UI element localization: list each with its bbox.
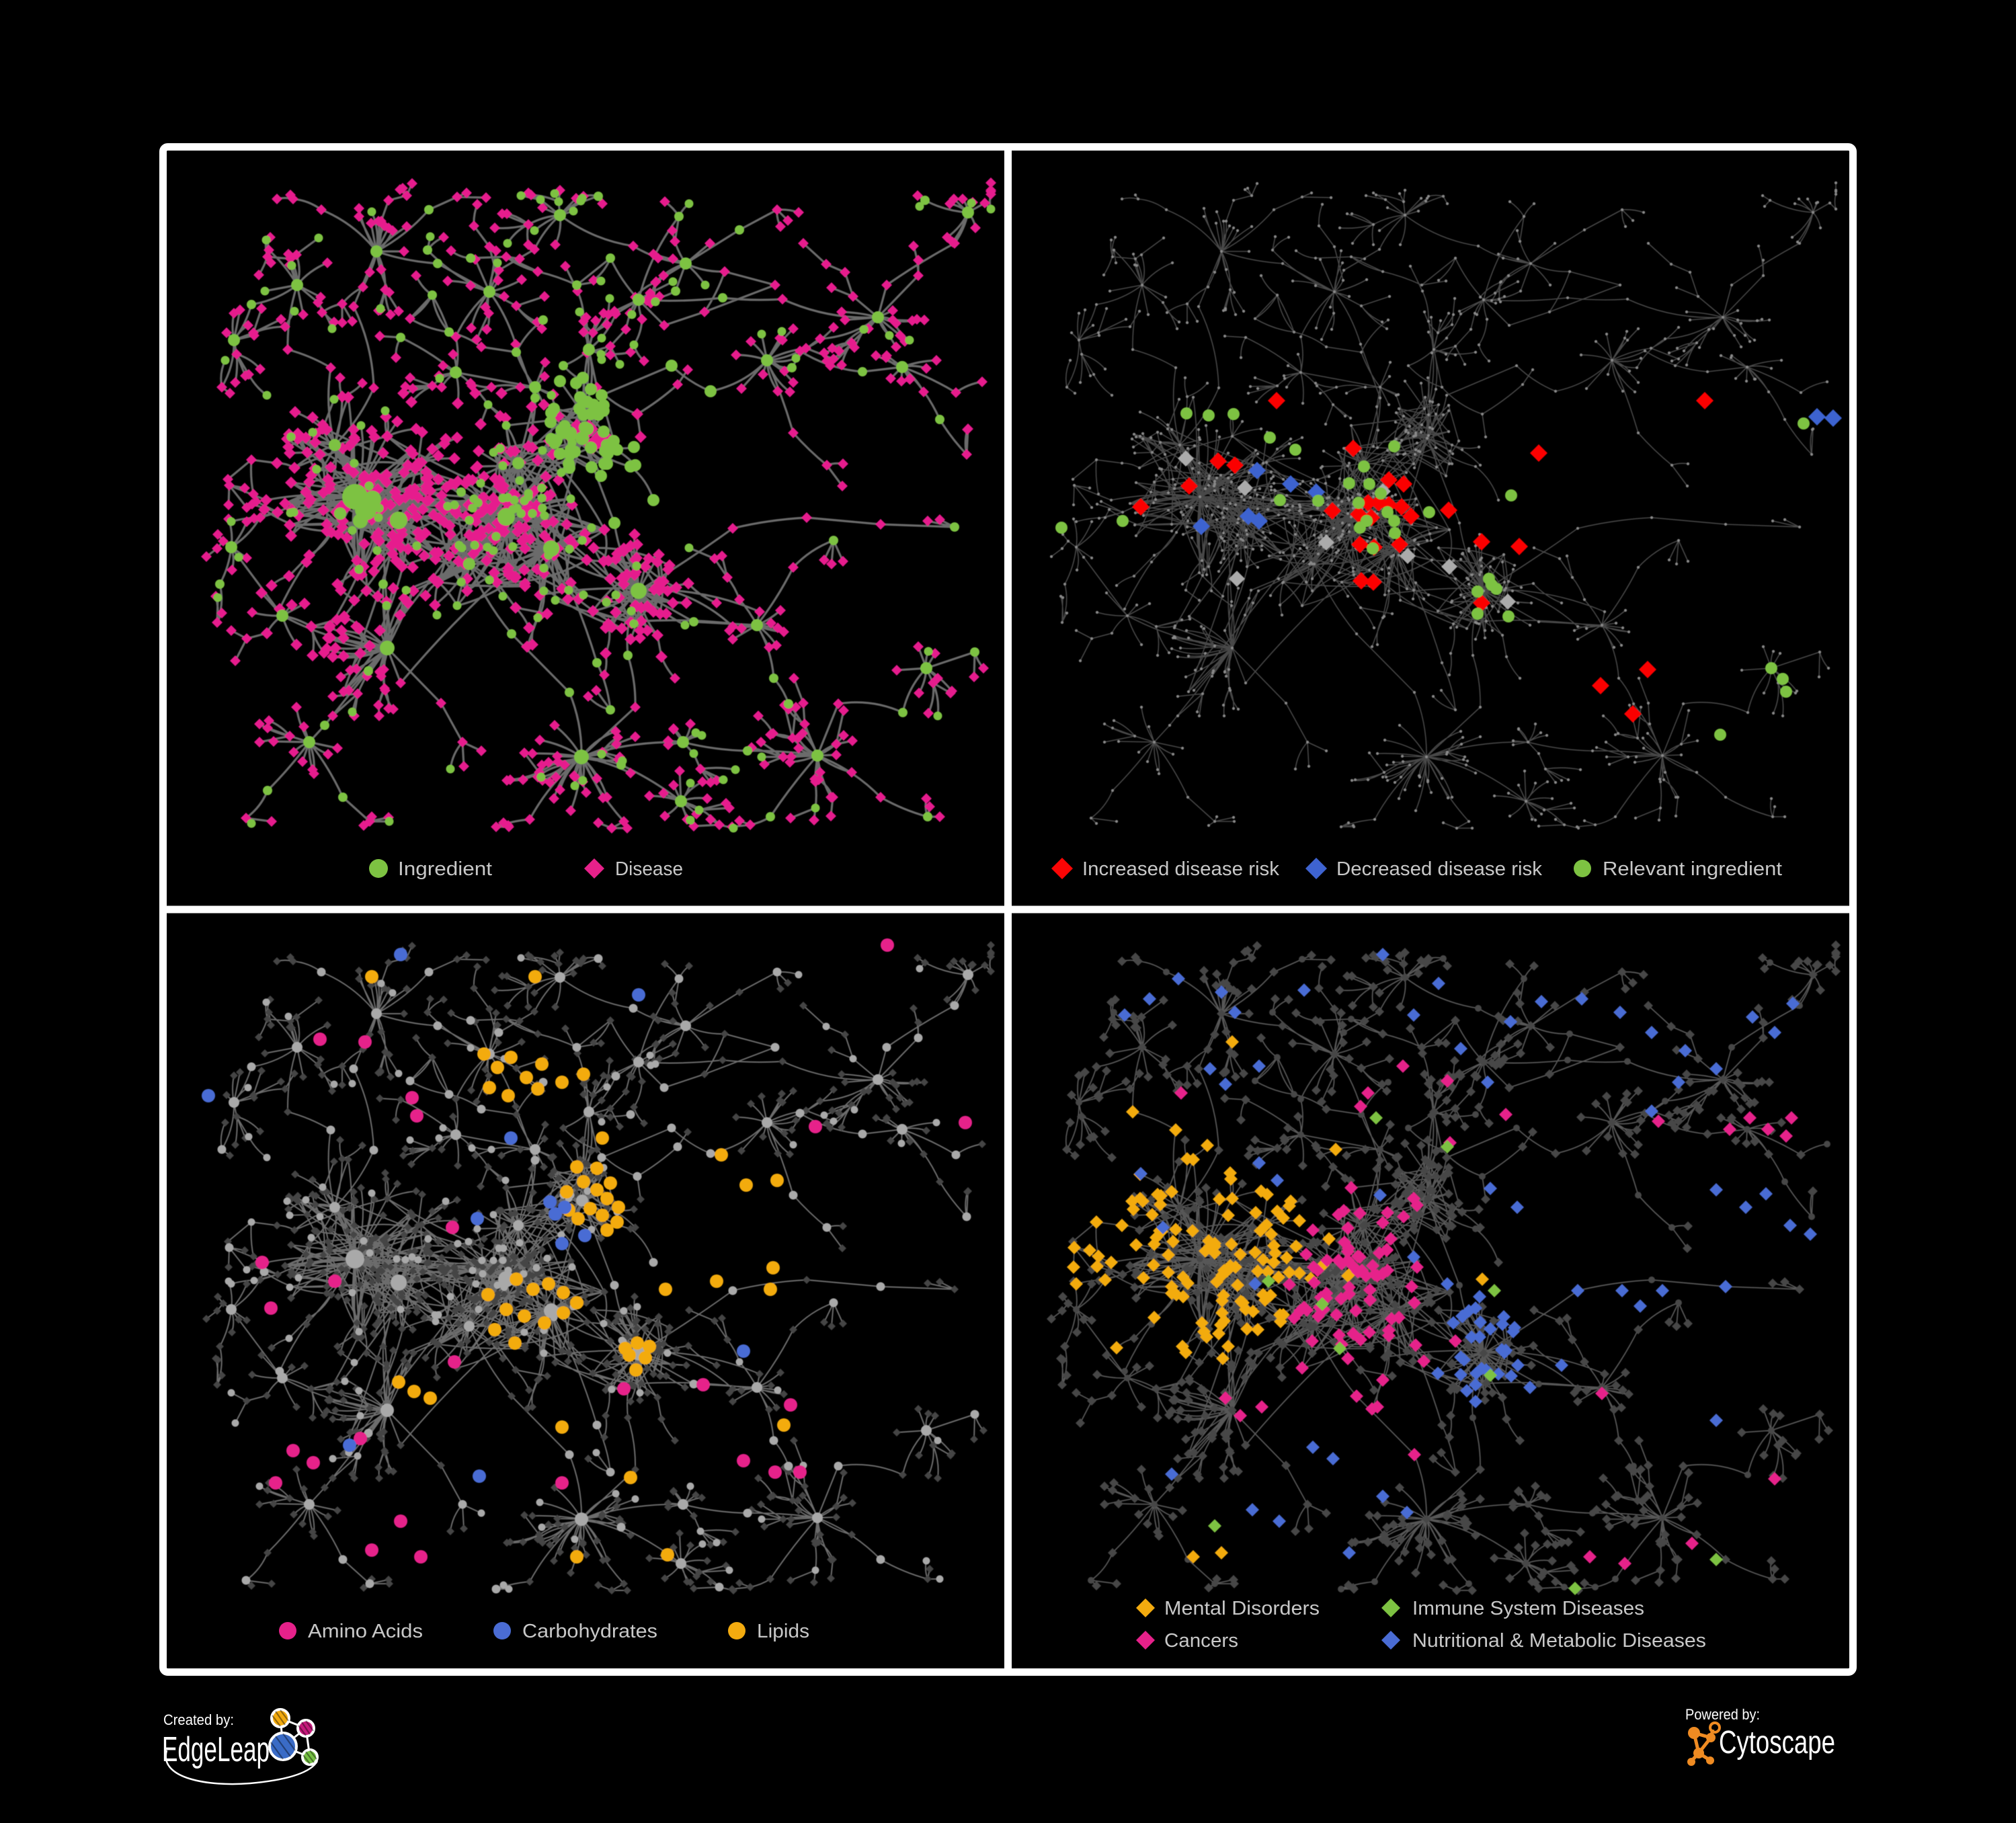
svg-text:EdgeLeap: EdgeLeap (162, 1730, 270, 1769)
svg-text:Lipids: Lipids (757, 1621, 809, 1642)
svg-text:Ingredient: Ingredient (398, 858, 492, 880)
svg-text:Relevant ingredient: Relevant ingredient (1603, 858, 1782, 880)
svg-text:Nutritional & Metabolic Diseas: Nutritional & Metabolic Diseases (1412, 1630, 1706, 1652)
svg-text:Mental Disorders: Mental Disorders (1164, 1598, 1320, 1619)
svg-text:Cancers: Cancers (1164, 1630, 1238, 1652)
svg-text:Amino Acids: Amino Acids (308, 1621, 423, 1642)
svg-text:Powered by:: Powered by: (1685, 1706, 1760, 1723)
svg-text:Disease: Disease (615, 858, 683, 880)
svg-text:Immune System Diseases: Immune System Diseases (1412, 1598, 1644, 1619)
svg-text:Decreased disease risk: Decreased disease risk (1336, 858, 1542, 880)
svg-text:Carbohydrates: Carbohydrates (522, 1621, 657, 1642)
svg-text:Increased disease risk: Increased disease risk (1082, 858, 1280, 880)
svg-text:Created by:: Created by: (163, 1711, 234, 1728)
svg-text:Cytoscape: Cytoscape (1719, 1725, 1835, 1760)
